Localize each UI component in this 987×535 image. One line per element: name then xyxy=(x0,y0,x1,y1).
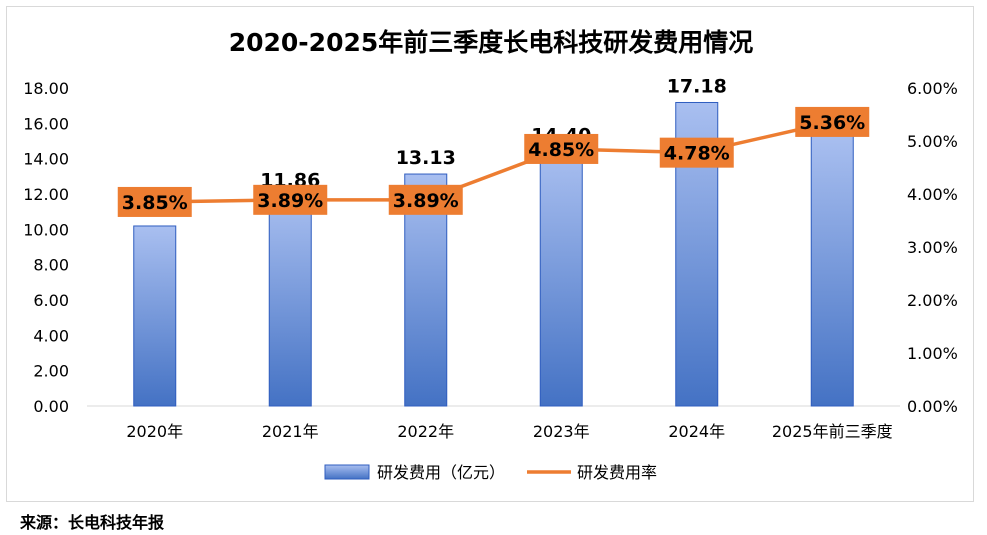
chart-title: 2020-2025年前三季度长电科技研发费用情况 xyxy=(229,28,754,57)
x-tick-label: 2020年 xyxy=(126,422,183,441)
rate-label-box xyxy=(117,186,192,217)
bar-data-label: 17.18 xyxy=(667,75,727,97)
y-left-tick-label: 10.00 xyxy=(23,220,69,239)
x-tick-label: 2023年 xyxy=(533,422,590,441)
rate-label-box xyxy=(388,184,463,215)
rate-label-box xyxy=(659,137,734,168)
y-left-tick-label: 16.00 xyxy=(23,114,69,133)
x-tick-label: 2025年前三季度 xyxy=(772,422,893,441)
y-left-tick-label: 12.00 xyxy=(23,185,69,204)
y-left-tick-label: 4.00 xyxy=(33,326,69,345)
y-right-tick-label: 6.00% xyxy=(907,79,958,98)
rate-label-box xyxy=(253,184,328,215)
y-left-tick-label: 2.00 xyxy=(33,362,69,381)
y-right-tick-label: 1.00% xyxy=(907,344,958,363)
rate-data-label: 4.85% xyxy=(528,139,594,161)
y-right-tick-label: 3.00% xyxy=(907,238,958,257)
y-left-tick-label: 14.00 xyxy=(23,150,69,169)
rate-label-box xyxy=(795,106,870,137)
legend-bar-label: 研发费用（亿元） xyxy=(377,463,505,482)
bar xyxy=(268,195,312,407)
x-tick-label: 2021年 xyxy=(262,422,319,441)
source-note: 来源：长电科技年报 xyxy=(20,513,165,532)
bar xyxy=(810,134,854,407)
rate-data-label: 3.89% xyxy=(393,190,459,212)
y-right-tick-label: 2.00% xyxy=(907,291,958,310)
bar xyxy=(539,151,583,407)
x-tick-label: 2024年 xyxy=(668,422,725,441)
y-left-tick-label: 18.00 xyxy=(23,79,69,98)
y-left-tick-label: 8.00 xyxy=(33,256,69,275)
y-right-tick-label: 0.00% xyxy=(907,397,958,416)
legend-line-label: 研发费用率 xyxy=(577,463,657,482)
rate-data-label: 3.85% xyxy=(122,192,188,214)
bar-data-label: 13.13 xyxy=(396,147,456,169)
chart-canvas: 2020-2025年前三季度长电科技研发费用情况 0.00 2.00 4.00 6.0… xyxy=(23,28,958,482)
rate-data-label: 3.89% xyxy=(257,190,323,212)
rate-data-label: 4.78% xyxy=(664,143,730,165)
y-right-tick-label: 5.00% xyxy=(907,132,958,151)
bar xyxy=(133,225,177,407)
y-left-tick-label: 0.00 xyxy=(33,397,69,416)
rate-label-box xyxy=(524,133,599,164)
y-left-tick-label: 6.00 xyxy=(33,291,69,310)
legend-bar-swatch xyxy=(324,464,370,480)
rate-data-label: 5.36% xyxy=(799,112,865,134)
x-tick-label: 2022年 xyxy=(397,422,454,441)
y-right-tick-label: 4.00% xyxy=(907,185,958,204)
chart-frame: 2020-2025年前三季度长电科技研发费用情况 0.00 2.00 4.00 6.0… xyxy=(6,6,974,502)
